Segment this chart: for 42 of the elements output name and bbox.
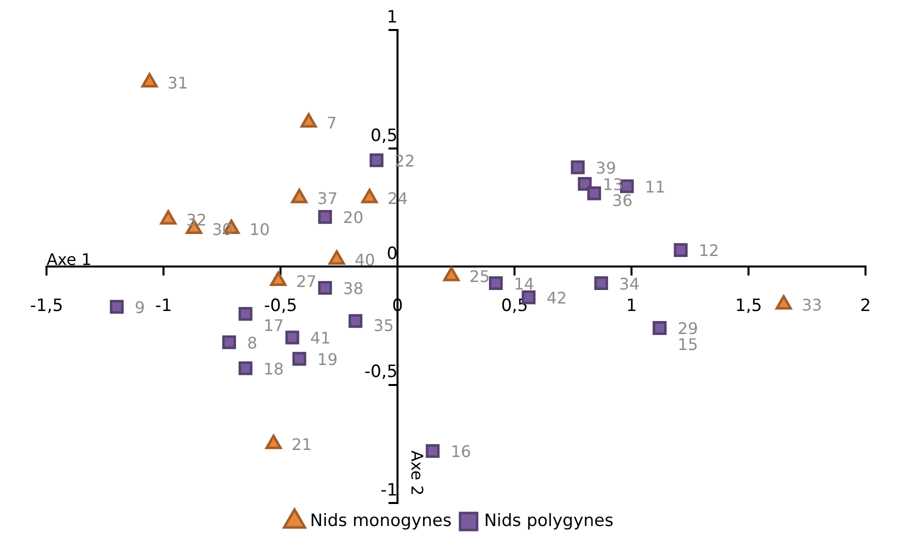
annotation: 18: [263, 359, 284, 378]
annotation: 25: [469, 267, 490, 286]
annotation: 40: [354, 250, 376, 270]
annotation: 37: [317, 189, 338, 208]
annotation: 19: [317, 350, 338, 369]
annotation: 10: [249, 220, 270, 239]
y-axis-title: Axe 2: [407, 450, 426, 496]
annotation: 42: [546, 288, 567, 308]
x-tick-label: 1,5: [735, 296, 762, 316]
y-tick-label: -1: [380, 480, 398, 500]
x-tick-label: -0,5: [264, 296, 298, 316]
x-tick-label: 1: [626, 296, 638, 316]
annotation: 33: [802, 296, 822, 315]
annotation: 20: [343, 208, 364, 228]
y-tick-label: -0,5: [364, 362, 398, 382]
legend-label: Nids polygynes: [484, 510, 614, 531]
annotation: 11: [644, 177, 666, 196]
annotation: 7: [326, 114, 337, 133]
annotation: 21: [292, 435, 312, 454]
annotation: 14: [514, 274, 534, 294]
annotation: 39: [596, 158, 616, 178]
annotation: 27: [296, 272, 317, 291]
annotation: 41: [310, 328, 331, 348]
x-axis-title: Axe 1: [46, 250, 92, 269]
annotation: 34: [619, 274, 640, 294]
x-tick-label: 2: [860, 296, 872, 316]
x-tick-label: -1: [155, 296, 172, 316]
y-tick-label: 0: [386, 244, 398, 264]
annotation: 32: [186, 210, 207, 230]
annotation: 8: [247, 333, 258, 352]
x-tick-label: -1,5: [30, 296, 64, 316]
y-tick-label: 1: [386, 8, 398, 28]
annotation: 17: [263, 316, 284, 335]
annotation: 36: [612, 191, 633, 210]
annotation: 35: [373, 316, 394, 335]
y-tick-label: 0,5: [370, 126, 398, 146]
annotation: 31: [168, 73, 188, 92]
annotation: 12: [698, 241, 720, 260]
annotation: 38: [343, 279, 364, 298]
annotation: 16: [450, 442, 472, 462]
annotation: 9: [134, 298, 145, 317]
legend-label: Nids monogynes: [310, 510, 452, 531]
